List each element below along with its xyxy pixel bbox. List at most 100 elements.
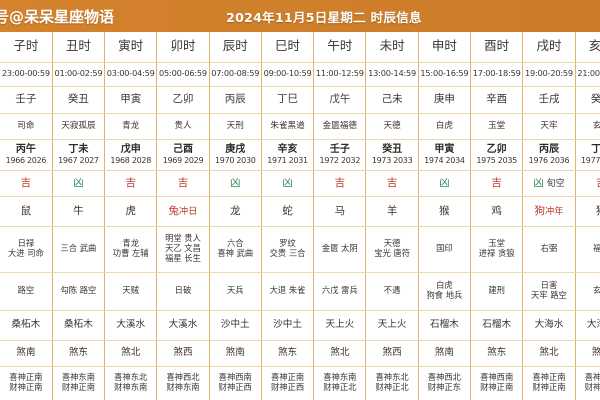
hour-name-cell[interactable]: 酉时	[470, 32, 524, 63]
luck-cell[interactable]: 吉	[104, 170, 158, 197]
hour-range-cell[interactable]: 03:00-04:59	[104, 62, 158, 87]
inauspicious-cell[interactable]: 勾陈 路空	[52, 272, 106, 311]
sha-direction-cell[interactable]: 煞北	[313, 339, 367, 367]
hour-range-cell[interactable]: 13:00-14:59	[365, 62, 419, 87]
ganzhi-cell[interactable]: 甲寅	[104, 86, 158, 114]
lucky-direction-cell[interactable]: 喜神东南 财神正北	[313, 365, 367, 400]
wuxing-cell[interactable]: 天上火	[313, 309, 367, 341]
sha-direction-cell[interactable]: 煞南	[0, 339, 53, 367]
inauspicious-cell[interactable]: 六戊 雷兵	[313, 272, 367, 311]
hour-name-cell[interactable]: 戌时	[522, 32, 576, 63]
hour-range-cell[interactable]: 21:00-22:59	[575, 62, 600, 87]
wuxing-cell[interactable]: 大海水	[522, 309, 576, 341]
inauspicious-cell[interactable]: 白虎 狗食 地兵	[418, 272, 472, 311]
hour-range-cell[interactable]: 15:00-16:59	[418, 62, 472, 87]
duty-god-cell[interactable]: 天德	[365, 113, 419, 140]
sha-direction-cell[interactable]: 煞北	[522, 339, 576, 367]
hour-name-cell[interactable]: 卯时	[156, 32, 210, 63]
hour-name-cell[interactable]: 申时	[418, 32, 472, 63]
lucky-direction-cell[interactable]: 喜神东南 财神正南	[52, 365, 106, 400]
birth-year-cell[interactable]: 乙卯 1975 2035	[470, 139, 524, 171]
ganzhi-cell[interactable]: 癸丑	[52, 86, 106, 114]
ganzhi-cell[interactable]: 壬戌	[522, 86, 576, 114]
sha-direction-cell[interactable]: 煞东	[261, 339, 315, 367]
wuxing-cell[interactable]: 大溪水	[104, 309, 158, 341]
inauspicious-cell[interactable]: 日破	[156, 272, 210, 311]
auspicious-cell[interactable]: 金匮 太阴	[313, 226, 367, 273]
duty-god-cell[interactable]: 白虎	[418, 113, 472, 140]
duty-god-cell[interactable]: 天寂孤辰	[52, 113, 106, 140]
hour-range-cell[interactable]: 07:00-08:59	[209, 62, 262, 87]
ganzhi-cell[interactable]: 辛酉	[470, 86, 524, 114]
auspicious-cell[interactable]: 明堂 贵人 天乙 文昌 福星 长生	[156, 226, 210, 273]
hour-range-cell[interactable]: 23:00-00:59	[0, 62, 53, 87]
duty-god-cell[interactable]: 天牢	[522, 113, 576, 140]
lucky-direction-cell[interactable]: 喜神正南 财神正南	[0, 365, 53, 400]
lucky-direction-cell[interactable]: 喜神西北 财神东南	[156, 365, 210, 400]
wuxing-cell[interactable]: 天上火	[365, 309, 419, 341]
luck-cell[interactable]: 凶	[261, 170, 315, 197]
auspicious-cell[interactable]: 国印	[418, 226, 472, 273]
ganzhi-cell[interactable]: 丙辰	[209, 86, 262, 114]
zodiac-cell[interactable]: 猪	[575, 196, 600, 227]
zodiac-cell[interactable]: 羊	[365, 196, 419, 227]
luck-cell[interactable]: 吉	[313, 170, 367, 197]
zodiac-cell[interactable]: 狗冲年	[522, 196, 576, 227]
duty-god-cell[interactable]: 青龙	[104, 113, 158, 140]
birth-year-cell[interactable]: 辛亥 1971 2031	[261, 139, 315, 171]
birth-year-cell[interactable]: 己酉 1969 2029	[156, 139, 210, 171]
birth-year-cell[interactable]: 丙午 1966 2026	[0, 139, 53, 171]
duty-god-cell[interactable]: 朱雀黑道	[261, 113, 315, 140]
inauspicious-cell[interactable]: 不遇	[365, 272, 419, 311]
hour-range-cell[interactable]: 17:00-18:59	[470, 62, 524, 87]
ganzhi-cell[interactable]: 乙卯	[156, 86, 210, 114]
hour-range-cell[interactable]: 11:00-12:59	[313, 62, 367, 87]
birth-year-cell[interactable]: 丁巳1977 2037	[575, 139, 600, 171]
hour-name-cell[interactable]: 巳时	[261, 32, 315, 63]
inauspicious-cell[interactable]: 建刑	[470, 272, 524, 311]
wuxing-cell[interactable]: 石榴木	[470, 309, 524, 341]
birth-year-cell[interactable]: 丁未 1967 2027	[52, 139, 106, 171]
zodiac-cell[interactable]: 猴	[418, 196, 472, 227]
inauspicious-cell[interactable]: 玄武	[575, 272, 600, 311]
auspicious-cell[interactable]: 福星	[575, 226, 600, 273]
hour-name-cell[interactable]: 午时	[313, 32, 367, 63]
wuxing-cell[interactable]: 沙中土	[261, 309, 315, 341]
birth-year-cell[interactable]: 壬子 1972 2032	[313, 139, 367, 171]
wuxing-cell[interactable]: 石榴木	[418, 309, 472, 341]
birth-year-cell[interactable]: 甲寅 1974 2034	[418, 139, 472, 171]
auspicious-cell[interactable]: 天德 宝光 唐符	[365, 226, 419, 273]
auspicious-cell[interactable]: 右弼	[522, 226, 576, 273]
lucky-direction-cell[interactable]: 喜神西南 财神正南	[470, 365, 524, 400]
ganzhi-cell[interactable]: 己未	[365, 86, 419, 114]
sha-direction-cell[interactable]: 煞西	[575, 339, 600, 367]
wuxing-cell[interactable]: 大海水	[575, 309, 600, 341]
lucky-direction-cell[interactable]: 喜神西北 财神正东	[418, 365, 472, 400]
hour-name-cell[interactable]: 辰时	[209, 32, 262, 63]
zodiac-cell[interactable]: 牛	[52, 196, 106, 227]
hour-name-cell[interactable]: 寅时	[104, 32, 158, 63]
zodiac-cell[interactable]: 虎	[104, 196, 158, 227]
zodiac-cell[interactable]: 兔冲日	[156, 196, 210, 227]
sha-direction-cell[interactable]: 煞西	[365, 339, 419, 367]
duty-god-cell[interactable]: 玉堂	[470, 113, 524, 140]
luck-cell[interactable]: 凶	[52, 170, 106, 197]
lucky-direction-cell[interactable]: 喜神东北 财神正北	[365, 365, 419, 400]
luck-cell[interactable]: 吉	[156, 170, 210, 197]
ganzhi-cell[interactable]: 戊午	[313, 86, 367, 114]
inauspicious-cell[interactable]: 大退 朱雀	[261, 272, 315, 311]
hour-name-cell[interactable]: 丑时	[52, 32, 106, 63]
lucky-direction-cell[interactable]: 喜神东北 财神东南	[104, 365, 158, 400]
lucky-direction-cell[interactable]: 喜神东南财神正西	[575, 365, 600, 400]
sha-direction-cell[interactable]: 煞南	[418, 339, 472, 367]
luck-cell[interactable]: 吉	[365, 170, 419, 197]
inauspicious-cell[interactable]: 路空	[0, 272, 53, 311]
inauspicious-cell[interactable]: 天贼	[104, 272, 158, 311]
hour-name-cell[interactable]: 子时	[0, 32, 53, 63]
duty-god-cell[interactable]: 金匮福德	[313, 113, 367, 140]
zodiac-cell[interactable]: 鼠	[0, 196, 53, 227]
luck-cell[interactable]: 凶	[209, 170, 262, 197]
lucky-direction-cell[interactable]: 喜神正南 财神正南	[522, 365, 576, 400]
birth-year-cell[interactable]: 戊申 1968 2028	[104, 139, 158, 171]
luck-cell[interactable]: 凶	[418, 170, 472, 197]
